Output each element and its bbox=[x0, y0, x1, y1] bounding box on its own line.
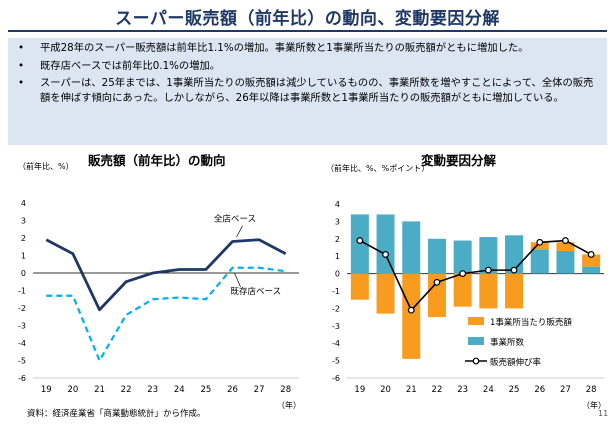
right-y-tick-label: -6 bbox=[332, 374, 340, 383]
right-x-tick-label: 28 bbox=[586, 385, 597, 395]
right-x-tick-label: 27 bbox=[560, 385, 571, 395]
right-y-tick-label: -4 bbox=[332, 339, 340, 348]
series-point-sales-growth bbox=[562, 237, 569, 244]
left-y-tick-label: -1 bbox=[18, 287, 26, 296]
bar-establishments bbox=[582, 266, 601, 274]
summary-item: 既存店ベースでは前年比0.1%の増加。 bbox=[16, 59, 601, 74]
page-number: 11 bbox=[598, 409, 609, 418]
left-y-tick-label: -3 bbox=[18, 322, 26, 331]
left-x-unit: （年） bbox=[277, 400, 301, 410]
bar-establishments bbox=[530, 249, 549, 274]
bar-establishments bbox=[427, 238, 446, 274]
left-x-tick-label: 22 bbox=[121, 385, 132, 395]
right-y-tick-label: -5 bbox=[332, 357, 340, 366]
bar-sales-per-establishment bbox=[556, 242, 575, 251]
legend-label-establishments: 事業所数 bbox=[490, 337, 525, 348]
bar-sales-per-establishment bbox=[505, 273, 524, 309]
legend-label-sales-per-establishment: 1事業所当たり販売額 bbox=[490, 317, 572, 328]
left-chart-title: 販売額（前年比）の動向 bbox=[88, 153, 226, 168]
series-line-sales-growth bbox=[359, 239, 592, 312]
right-y-tick-label: 2 bbox=[335, 235, 340, 244]
left-y-tick-label: 0 bbox=[21, 269, 26, 278]
bar-sales-per-establishment bbox=[350, 273, 369, 300]
left-x-tick-label: 26 bbox=[227, 385, 238, 395]
series-line-existing-stores bbox=[46, 266, 286, 363]
right-x-tick-label: 26 bbox=[534, 385, 545, 395]
left-x-tick-label: 24 bbox=[174, 385, 185, 395]
right-x-tick-label: 23 bbox=[457, 385, 468, 395]
bar-establishments bbox=[479, 237, 498, 274]
left-y-tick-label: 1 bbox=[21, 252, 26, 261]
series-point-sales-growth bbox=[587, 251, 595, 258]
right-x-tick-label: 20 bbox=[380, 385, 391, 395]
bar-sales-per-establishment bbox=[479, 273, 498, 309]
bar-establishments bbox=[402, 221, 421, 274]
left-y-tick-label: 4 bbox=[21, 199, 26, 208]
right-y-tick-label: -2 bbox=[332, 304, 340, 313]
bar-establishments bbox=[453, 240, 472, 274]
bar-sales-per-establishment bbox=[427, 273, 446, 318]
bar-sales-per-establishment bbox=[376, 273, 395, 314]
bar-establishments bbox=[350, 214, 369, 274]
left-x-tick-label: 27 bbox=[254, 385, 265, 395]
left-y-tick-label: -4 bbox=[18, 339, 26, 348]
left-y-tick-label: 3 bbox=[21, 217, 26, 226]
left-y-tick-label: -2 bbox=[18, 304, 26, 313]
series-point-sales-growth bbox=[433, 278, 441, 286]
bar-sales-per-establishment bbox=[402, 273, 421, 359]
series-point-sales-growth bbox=[407, 306, 415, 314]
annotation-pointer bbox=[234, 272, 241, 288]
bar-sales-per-establishment bbox=[453, 273, 472, 307]
summary-box: 平成28年のスーパー販売額は前年比1.1%の増加。事業所数と1事業所当たりの販売… bbox=[8, 38, 607, 145]
bar-sales-per-establishment bbox=[530, 242, 549, 250]
left-x-tick-label: 25 bbox=[200, 385, 211, 395]
left-x-tick-label: 19 bbox=[41, 385, 52, 395]
series-label-all-stores: 全店ベース bbox=[214, 213, 256, 224]
series-point-sales-growth bbox=[459, 270, 467, 278]
source-note: 資料：経済産業省「商業動態統計」から作成。 bbox=[27, 409, 206, 419]
left-x-tick-label: 20 bbox=[67, 385, 78, 395]
right-x-tick-label: 22 bbox=[432, 385, 443, 395]
right-y-tick-label: -3 bbox=[332, 322, 340, 331]
legend-swatch-establishments bbox=[468, 337, 484, 345]
left-y-unit: （前年比、%） bbox=[18, 162, 74, 171]
right-x-tick-label: 24 bbox=[483, 385, 494, 395]
legend-marker-sales-growth bbox=[472, 357, 480, 365]
series-line-all-stores bbox=[45, 238, 287, 312]
bar-sales-per-establishment bbox=[582, 254, 601, 267]
left-y-tick-label: -5 bbox=[18, 357, 26, 366]
right-y-tick-label: 3 bbox=[335, 217, 340, 226]
left-y-tick-label: 2 bbox=[21, 234, 26, 243]
bar-establishments bbox=[505, 235, 524, 274]
annotation-pointer bbox=[236, 225, 243, 238]
series-point-sales-growth bbox=[382, 251, 389, 258]
right-x-tick-label: 19 bbox=[354, 385, 365, 395]
series-label-existing-stores: 既存店ベース bbox=[231, 286, 282, 297]
right-chart-title: 変動要因分解 bbox=[421, 153, 497, 168]
right-x-tick-label: 25 bbox=[509, 385, 520, 395]
right-y-tick-label: 4 bbox=[335, 200, 340, 209]
legend-label-sales-growth: 販売額伸び率 bbox=[490, 357, 542, 368]
right-x-tick-label: 21 bbox=[406, 385, 417, 395]
left-x-tick-label: 23 bbox=[147, 385, 158, 395]
title-divider bbox=[8, 30, 607, 32]
right-y-tick-label: -1 bbox=[332, 287, 340, 296]
bar-establishments bbox=[376, 214, 395, 274]
summary-item: 平成28年のスーパー販売額は前年比1.1%の増加。事業所数と1事業所当たりの販売… bbox=[16, 41, 601, 56]
series-point-sales-growth bbox=[510, 266, 518, 274]
legend-swatch-sales-per-establishment bbox=[468, 317, 484, 325]
series-point-sales-growth bbox=[356, 237, 364, 244]
left-x-tick-label: 21 bbox=[94, 385, 105, 395]
right-y-tick-label: 1 bbox=[335, 252, 340, 261]
bar-establishments bbox=[556, 250, 575, 274]
right-y-unit: （前年比、%、%ポイント） bbox=[326, 164, 430, 173]
series-point-sales-growth bbox=[484, 266, 492, 274]
left-x-tick-label: 28 bbox=[280, 385, 291, 395]
page-title: スーパー販売額（前年比）の動向、変動要因分解 bbox=[115, 9, 500, 29]
left-y-tick-label: -6 bbox=[18, 374, 26, 383]
series-point-sales-growth bbox=[536, 238, 544, 246]
right-y-tick-label: 0 bbox=[335, 270, 340, 279]
summary-item: スーパーは、25年までは、1事業所当たりの販売額は減少しているものの、事業所数を… bbox=[16, 76, 601, 105]
